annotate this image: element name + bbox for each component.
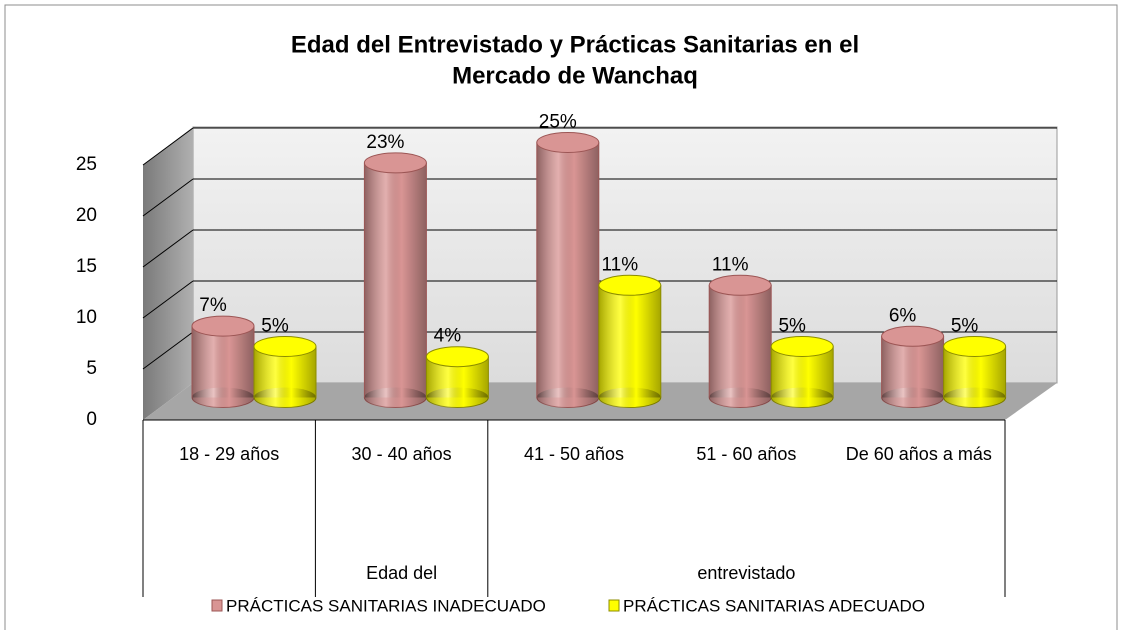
bar-top: [598, 274, 662, 296]
data-label: 4%: [434, 326, 462, 347]
bar-shade: [536, 142, 599, 398]
grid-line: [142, 229, 194, 268]
bar: [536, 132, 600, 408]
y-tick-label: 20: [76, 205, 97, 226]
x-group-label: Edad del: [366, 563, 437, 583]
bar: [708, 274, 772, 408]
grid-line: [142, 280, 194, 319]
bar-shade: [598, 285, 661, 398]
bar-top: [943, 336, 1007, 357]
data-label: 23%: [366, 132, 404, 153]
data-label: 5%: [261, 316, 289, 337]
bar: [598, 274, 662, 408]
legend-swatch: [211, 599, 223, 612]
chart-title: Edad del Entrevistado y Prácticas Sanita…: [291, 31, 859, 58]
bar: [363, 152, 427, 408]
legend-swatch: [608, 599, 620, 612]
bar: [425, 346, 489, 408]
y-tick-label: 10: [76, 307, 97, 328]
bar: [191, 315, 255, 408]
bar-top: [770, 336, 834, 357]
bar-shade: [192, 326, 254, 398]
y-tick-label: 25: [76, 154, 97, 175]
data-label: 6%: [889, 305, 917, 326]
chart-border: [4, 4, 1118, 630]
side-wall: [143, 127, 193, 420]
bar-shade: [709, 285, 772, 398]
data-label: 5%: [951, 316, 979, 337]
data-label: 11%: [712, 254, 749, 275]
bar-top: [253, 336, 317, 357]
x-group-label: entrevistado: [697, 563, 795, 583]
grid-line: [142, 178, 194, 217]
x-tick-label: De 60 años a más: [845, 444, 992, 464]
bar: [253, 336, 317, 408]
bar: [943, 336, 1007, 408]
bar: [881, 325, 945, 408]
x-tick-label: 30 - 40 años: [351, 444, 452, 464]
bar-top: [708, 274, 772, 296]
x-tick-label: 51 - 60 años: [696, 444, 797, 464]
grid-line: [142, 127, 194, 166]
bar-top: [536, 132, 600, 153]
chart-title: Mercado de Wanchaq: [452, 62, 698, 89]
legend-label: PRÁCTICAS SANITARIAS ADECUADO: [623, 596, 925, 615]
x-tick-label: 18 - 29 años: [179, 444, 280, 464]
data-label: 25%: [539, 112, 577, 133]
data-label: 11%: [601, 254, 638, 275]
bar-shade: [364, 162, 427, 398]
bar-top: [881, 325, 945, 347]
bar: [770, 336, 834, 408]
legend-label: PRÁCTICAS SANITARIAS INADECUADO: [226, 596, 546, 615]
y-tick-label: 15: [76, 256, 97, 277]
y-tick-label: 0: [86, 409, 97, 430]
bar-top: [191, 315, 255, 337]
bar-top: [425, 346, 489, 368]
bar-top: [363, 152, 427, 174]
grid-line: [142, 331, 194, 370]
data-label: 7%: [199, 295, 227, 316]
data-label: 5%: [778, 316, 806, 337]
y-tick-label: 5: [86, 358, 97, 379]
x-tick-label: 41 - 50 años: [523, 444, 625, 464]
